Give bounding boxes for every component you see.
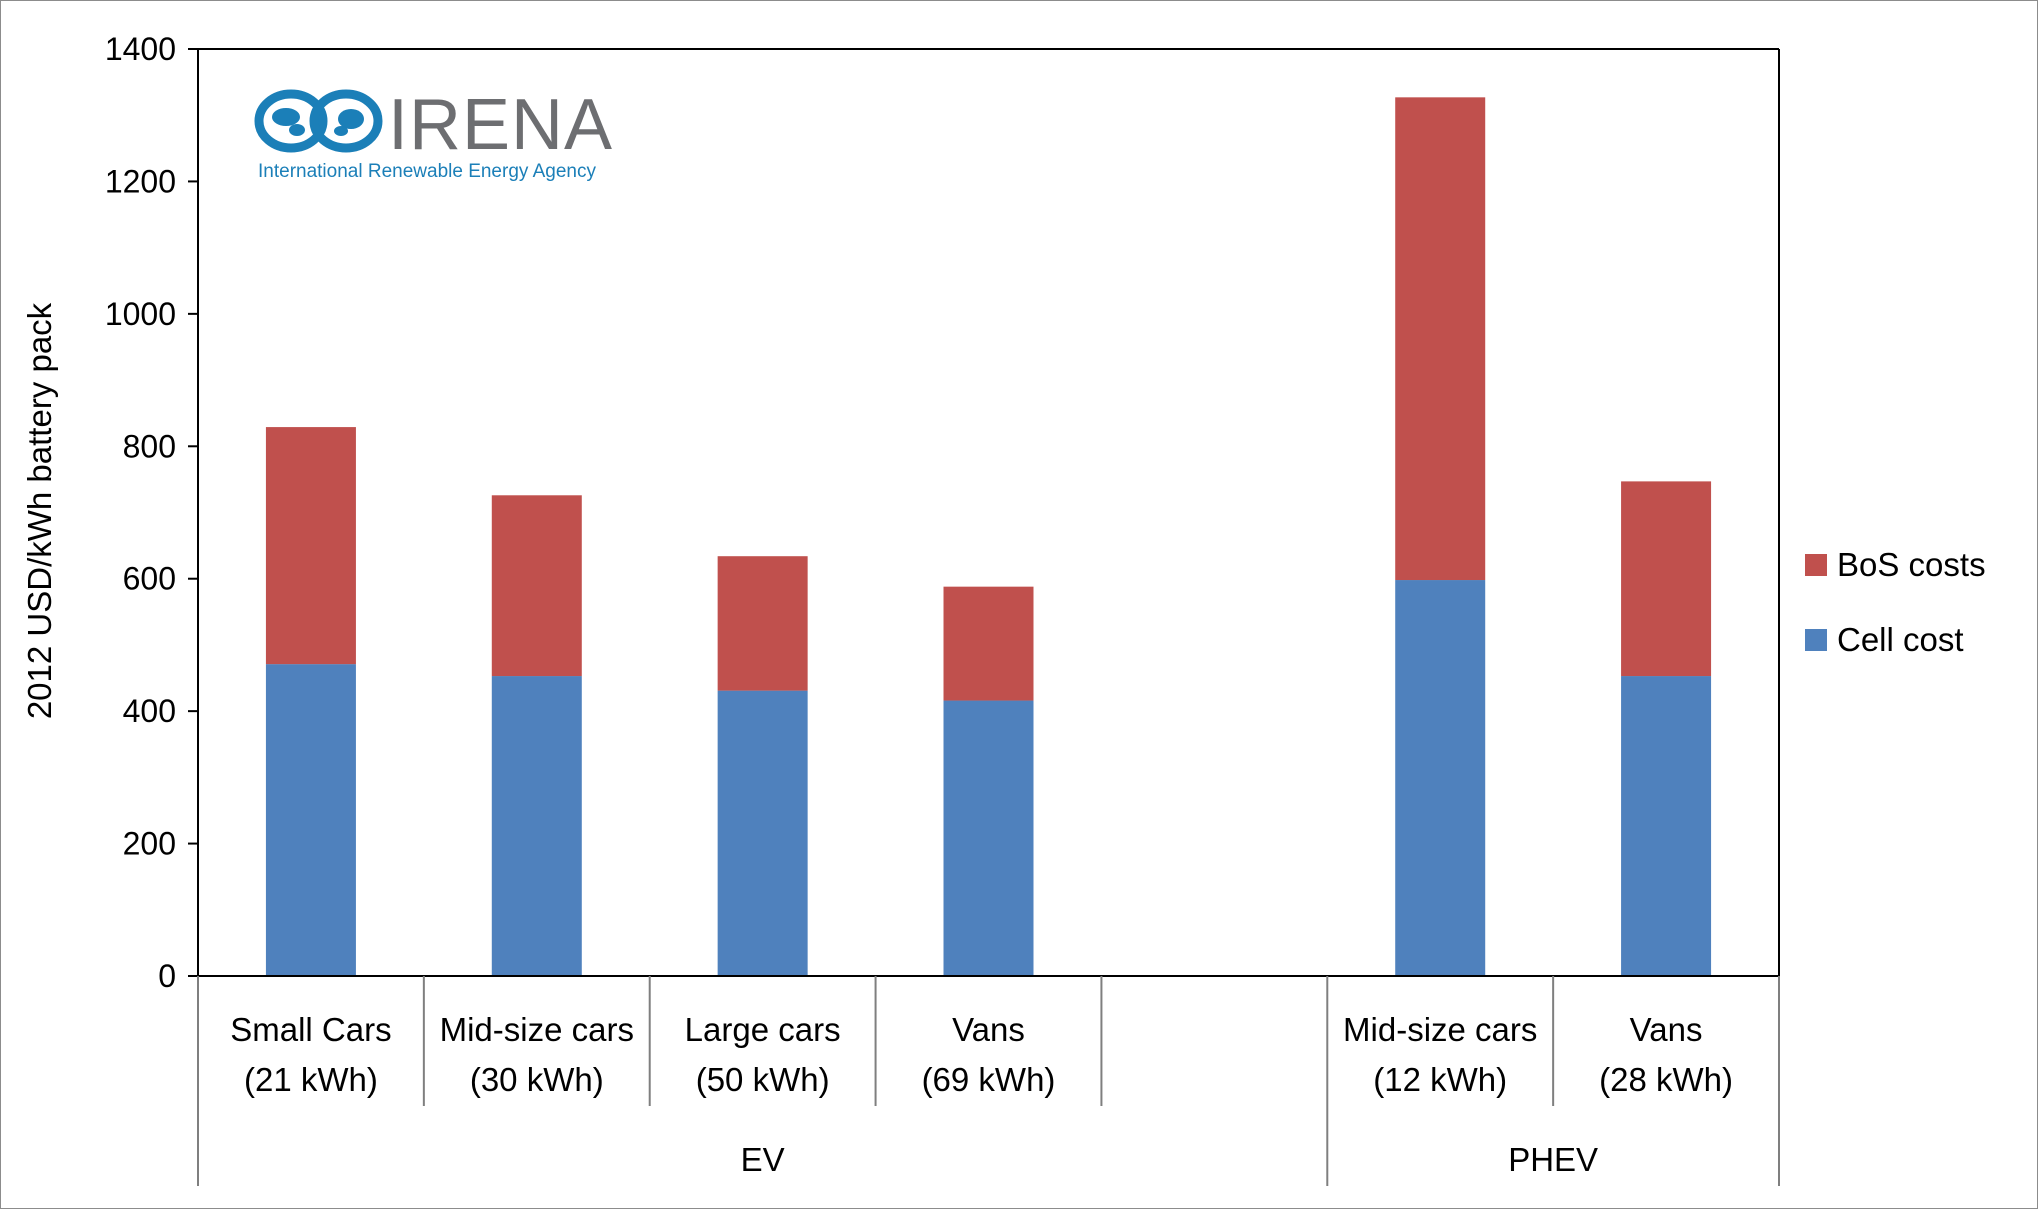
y-axis-title: 2012 USD/kWh battery pack (21, 302, 58, 719)
logo-name: IRENA (388, 85, 613, 165)
bar-cell-cost (1395, 580, 1486, 976)
y-tick-label: 1000 (105, 296, 176, 332)
x-category-label-line2: (21 kWh) (244, 1061, 378, 1098)
x-category-label-line1: Vans (952, 1011, 1025, 1048)
x-category-label-line2: (30 kWh) (470, 1061, 604, 1098)
legend-label: BoS costs (1837, 546, 1986, 583)
bar-cell-cost (717, 690, 808, 976)
x-category-label-line1: Vans (1630, 1011, 1703, 1048)
x-category-label-line1: Large cars (685, 1011, 841, 1048)
bar-bos-costs (717, 556, 808, 691)
x-category-label-line2: (12 kWh) (1373, 1061, 1507, 1098)
legend-label: Cell cost (1837, 621, 1964, 658)
legend-swatch (1805, 629, 1827, 651)
x-category-label-line1: Mid-size cars (1343, 1011, 1537, 1048)
x-category-label-line2: (50 kWh) (696, 1061, 830, 1098)
y-tick-label: 1400 (105, 31, 176, 67)
y-tick-label: 800 (123, 428, 176, 464)
legend: BoS costs Cell cost (1805, 546, 1986, 658)
x-category-label-line2: (28 kWh) (1599, 1061, 1733, 1098)
x-group-label: EV (741, 1141, 785, 1178)
y-tick-label: 400 (123, 693, 176, 729)
legend-swatch (1805, 554, 1827, 576)
bar-cell-cost (943, 700, 1034, 976)
bar-bos-costs (943, 586, 1034, 701)
bars-layer (265, 97, 1712, 976)
bar-cell-cost (265, 664, 356, 976)
bar-cell-cost (1621, 676, 1712, 976)
x-category-label-line2: (69 kWh) (922, 1061, 1056, 1098)
y-tick-label: 200 (123, 826, 176, 862)
y-tick-label: 0 (158, 958, 176, 994)
bar-bos-costs (265, 427, 356, 665)
irena-logo: IRENA International Renewable Energy Age… (254, 85, 613, 182)
bar-cell-cost (491, 676, 582, 976)
bar-bos-costs (1621, 481, 1712, 677)
bar-bos-costs (491, 495, 582, 677)
y-tick-label: 600 (123, 561, 176, 597)
logo-subtitle: International Renewable Energy Agency (258, 161, 597, 182)
x-category-label-line1: Small Cars (230, 1011, 391, 1048)
axes-layer: 0 200 400 600 800 1000 1200 1400 Small Cars (21 k… (105, 31, 1780, 1186)
x-group-label: PHEV (1508, 1141, 1598, 1178)
infinity-globe-icon (254, 89, 383, 153)
y-tick-label: 1200 (105, 163, 176, 199)
x-category-label-line1: Mid-size cars (440, 1011, 634, 1048)
bar-bos-costs (1395, 97, 1486, 581)
